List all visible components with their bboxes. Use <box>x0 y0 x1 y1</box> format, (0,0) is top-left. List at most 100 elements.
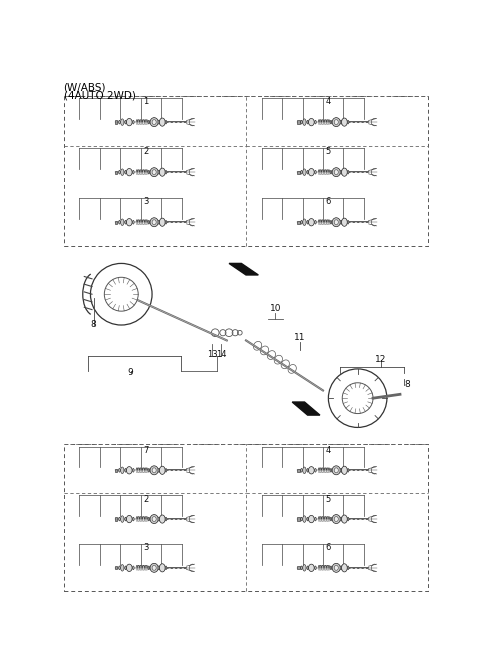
Bar <box>298 469 300 472</box>
Bar <box>298 518 300 520</box>
Ellipse shape <box>340 170 342 174</box>
Ellipse shape <box>347 170 349 174</box>
Ellipse shape <box>340 566 342 570</box>
Ellipse shape <box>119 566 120 570</box>
Ellipse shape <box>165 517 167 521</box>
Ellipse shape <box>158 120 160 124</box>
Ellipse shape <box>307 566 309 570</box>
Ellipse shape <box>125 170 126 174</box>
Ellipse shape <box>332 466 340 475</box>
Ellipse shape <box>125 120 126 124</box>
Ellipse shape <box>309 564 314 572</box>
Ellipse shape <box>342 466 347 474</box>
Bar <box>115 220 118 224</box>
Ellipse shape <box>132 468 134 472</box>
Ellipse shape <box>126 467 132 474</box>
Ellipse shape <box>148 120 150 124</box>
Ellipse shape <box>150 563 158 572</box>
Ellipse shape <box>309 218 314 226</box>
Ellipse shape <box>126 564 132 572</box>
Text: (W/ABS): (W/ABS) <box>63 82 106 92</box>
Ellipse shape <box>332 218 340 226</box>
Ellipse shape <box>119 170 120 174</box>
Ellipse shape <box>301 517 302 521</box>
Bar <box>298 120 300 124</box>
Ellipse shape <box>150 466 158 475</box>
Ellipse shape <box>152 120 156 124</box>
Ellipse shape <box>152 468 156 473</box>
Text: 4: 4 <box>325 446 331 455</box>
Ellipse shape <box>159 564 165 572</box>
Ellipse shape <box>330 468 332 472</box>
Ellipse shape <box>330 517 332 521</box>
Ellipse shape <box>120 467 124 474</box>
Ellipse shape <box>165 566 167 570</box>
Ellipse shape <box>307 170 309 174</box>
Text: 2: 2 <box>143 147 148 156</box>
Ellipse shape <box>119 120 120 124</box>
Ellipse shape <box>342 218 347 226</box>
Polygon shape <box>229 263 258 275</box>
Ellipse shape <box>307 468 309 472</box>
Bar <box>115 120 118 124</box>
Ellipse shape <box>340 468 342 472</box>
Ellipse shape <box>314 517 316 521</box>
Text: 3: 3 <box>143 544 148 552</box>
Ellipse shape <box>314 468 316 472</box>
Text: 3: 3 <box>143 197 148 206</box>
Ellipse shape <box>347 566 349 570</box>
Text: 11: 11 <box>294 333 306 343</box>
Ellipse shape <box>125 220 126 224</box>
Ellipse shape <box>148 170 150 174</box>
Ellipse shape <box>159 218 165 226</box>
Ellipse shape <box>165 220 167 224</box>
Text: 6: 6 <box>325 197 331 206</box>
Ellipse shape <box>148 566 150 570</box>
Ellipse shape <box>340 120 342 124</box>
Text: 14: 14 <box>216 350 227 359</box>
Ellipse shape <box>303 219 306 226</box>
Ellipse shape <box>119 468 120 472</box>
Ellipse shape <box>150 168 158 176</box>
Ellipse shape <box>126 516 132 523</box>
Ellipse shape <box>120 564 124 571</box>
Text: 6: 6 <box>325 544 331 552</box>
Ellipse shape <box>120 119 124 126</box>
Ellipse shape <box>165 170 167 174</box>
Ellipse shape <box>125 468 126 472</box>
Text: 9: 9 <box>128 368 133 377</box>
Ellipse shape <box>301 170 302 174</box>
Ellipse shape <box>152 516 156 522</box>
Ellipse shape <box>347 220 349 224</box>
Polygon shape <box>292 402 320 415</box>
Ellipse shape <box>303 516 306 522</box>
Ellipse shape <box>159 515 165 523</box>
Ellipse shape <box>150 514 158 524</box>
Text: 8: 8 <box>91 319 96 329</box>
Ellipse shape <box>309 118 314 126</box>
Bar <box>115 170 118 174</box>
Ellipse shape <box>132 120 134 124</box>
Ellipse shape <box>165 468 167 472</box>
Ellipse shape <box>309 467 314 474</box>
Ellipse shape <box>152 220 156 224</box>
Ellipse shape <box>314 170 316 174</box>
Ellipse shape <box>332 514 340 524</box>
Ellipse shape <box>309 168 314 176</box>
Ellipse shape <box>342 515 347 523</box>
Ellipse shape <box>126 118 132 126</box>
Ellipse shape <box>347 517 349 521</box>
Ellipse shape <box>301 220 302 224</box>
Ellipse shape <box>120 516 124 522</box>
Ellipse shape <box>150 118 158 127</box>
Ellipse shape <box>301 468 302 472</box>
Ellipse shape <box>148 468 150 472</box>
Ellipse shape <box>314 220 316 224</box>
Ellipse shape <box>158 170 160 174</box>
Ellipse shape <box>158 468 160 472</box>
Text: 5: 5 <box>325 147 331 156</box>
Ellipse shape <box>152 565 156 570</box>
Ellipse shape <box>332 168 340 176</box>
Bar <box>115 469 118 472</box>
Ellipse shape <box>132 566 134 570</box>
